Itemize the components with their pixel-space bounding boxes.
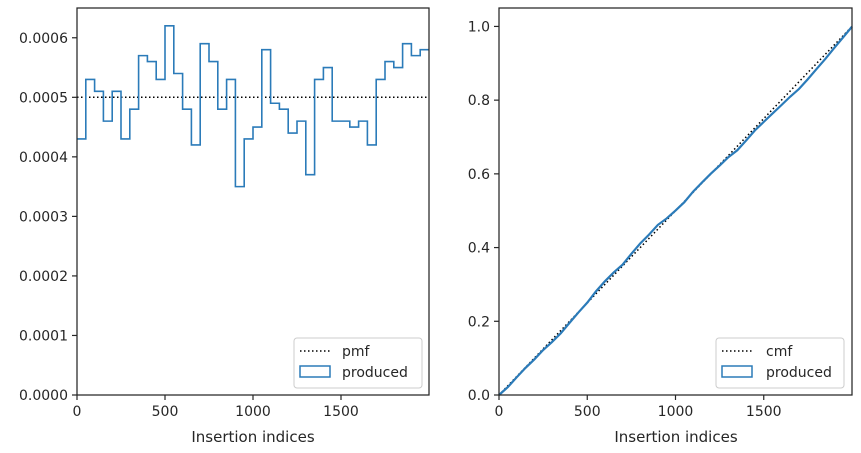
left-x-axis-label: Insertion indices — [191, 428, 314, 446]
right-x-tick-label: 0 — [495, 404, 504, 420]
right-x-tick-label: 500 — [574, 404, 601, 420]
left-y-tick-label: 0.0001 — [19, 328, 68, 344]
right-x-ticks: 0 500 1000 1500 — [495, 395, 782, 420]
left-x-ticks: 0 500 1000 1500 — [73, 395, 359, 420]
right-series-group — [498, 25, 853, 396]
right-legend-produced-label: produced — [766, 365, 832, 381]
produced-cumulative-line — [498, 25, 853, 396]
left-legend: pmf produced — [293, 337, 423, 389]
left-x-tick-label: 1500 — [323, 404, 359, 420]
left-y-tick-label: 0.0006 — [19, 31, 68, 47]
left-y-tick-label: 0.0002 — [19, 269, 68, 285]
pmf-panel: 0 500 1000 1500 0.00000.00010.00020.00030.0… — [19, 7, 430, 446]
right-x-tick-label: 1500 — [746, 404, 782, 420]
left-legend-produced-swatch — [299, 365, 331, 378]
right-legend-produced-swatch — [721, 365, 753, 378]
right-y-tick-label: 1.0 — [468, 19, 490, 35]
right-y-tick-label: 0.0 — [468, 388, 490, 404]
right-x-tick-label: 1000 — [658, 404, 694, 420]
right-y-tick-label: 0.6 — [468, 167, 490, 183]
left-x-tick-label: 500 — [152, 404, 179, 420]
right-plot-area — [499, 8, 852, 395]
produced-histogram-step — [77, 25, 429, 188]
left-y-tick-label: 0.0000 — [19, 388, 68, 404]
cmf-line — [498, 25, 853, 396]
right-x-axis-label: Insertion indices — [614, 428, 737, 446]
left-plot-area — [77, 8, 429, 395]
left-y-tick-label: 0.0004 — [19, 150, 68, 166]
left-legend-produced-label: produced — [342, 365, 408, 381]
right-legend-cmf-label: cmf — [766, 344, 793, 360]
left-series-group — [77, 25, 429, 188]
left-y-ticks: 0.0000 0.0001 0.0002 0.0003 0.0004 0.0005 0.00… — [19, 31, 77, 404]
right-y-ticks: 0.0 0.2 0.4 0.6 0.8 1.0 — [468, 19, 499, 404]
right-legend: cmf produced — [715, 337, 845, 389]
left-y-tick-label: 0.0005 — [19, 90, 68, 106]
left-y-tick-label: 0.0003 — [19, 209, 68, 225]
right-y-tick-label: 0.4 — [468, 241, 490, 257]
left-legend-box — [293, 337, 423, 389]
right-legend-box — [715, 337, 845, 389]
cmf-panel: 0 500 1000 1500 0.0 0.2 0.4 0.6 0.8 1.0 Insertio… — [468, 7, 853, 446]
left-legend-pmf-label: pmf — [342, 344, 371, 360]
right-y-tick-label: 0.8 — [468, 93, 490, 109]
right-y-tick-label: 0.2 — [468, 314, 490, 330]
left-x-tick-label: 0 — [73, 404, 82, 420]
left-x-tick-label: 1000 — [235, 404, 271, 420]
